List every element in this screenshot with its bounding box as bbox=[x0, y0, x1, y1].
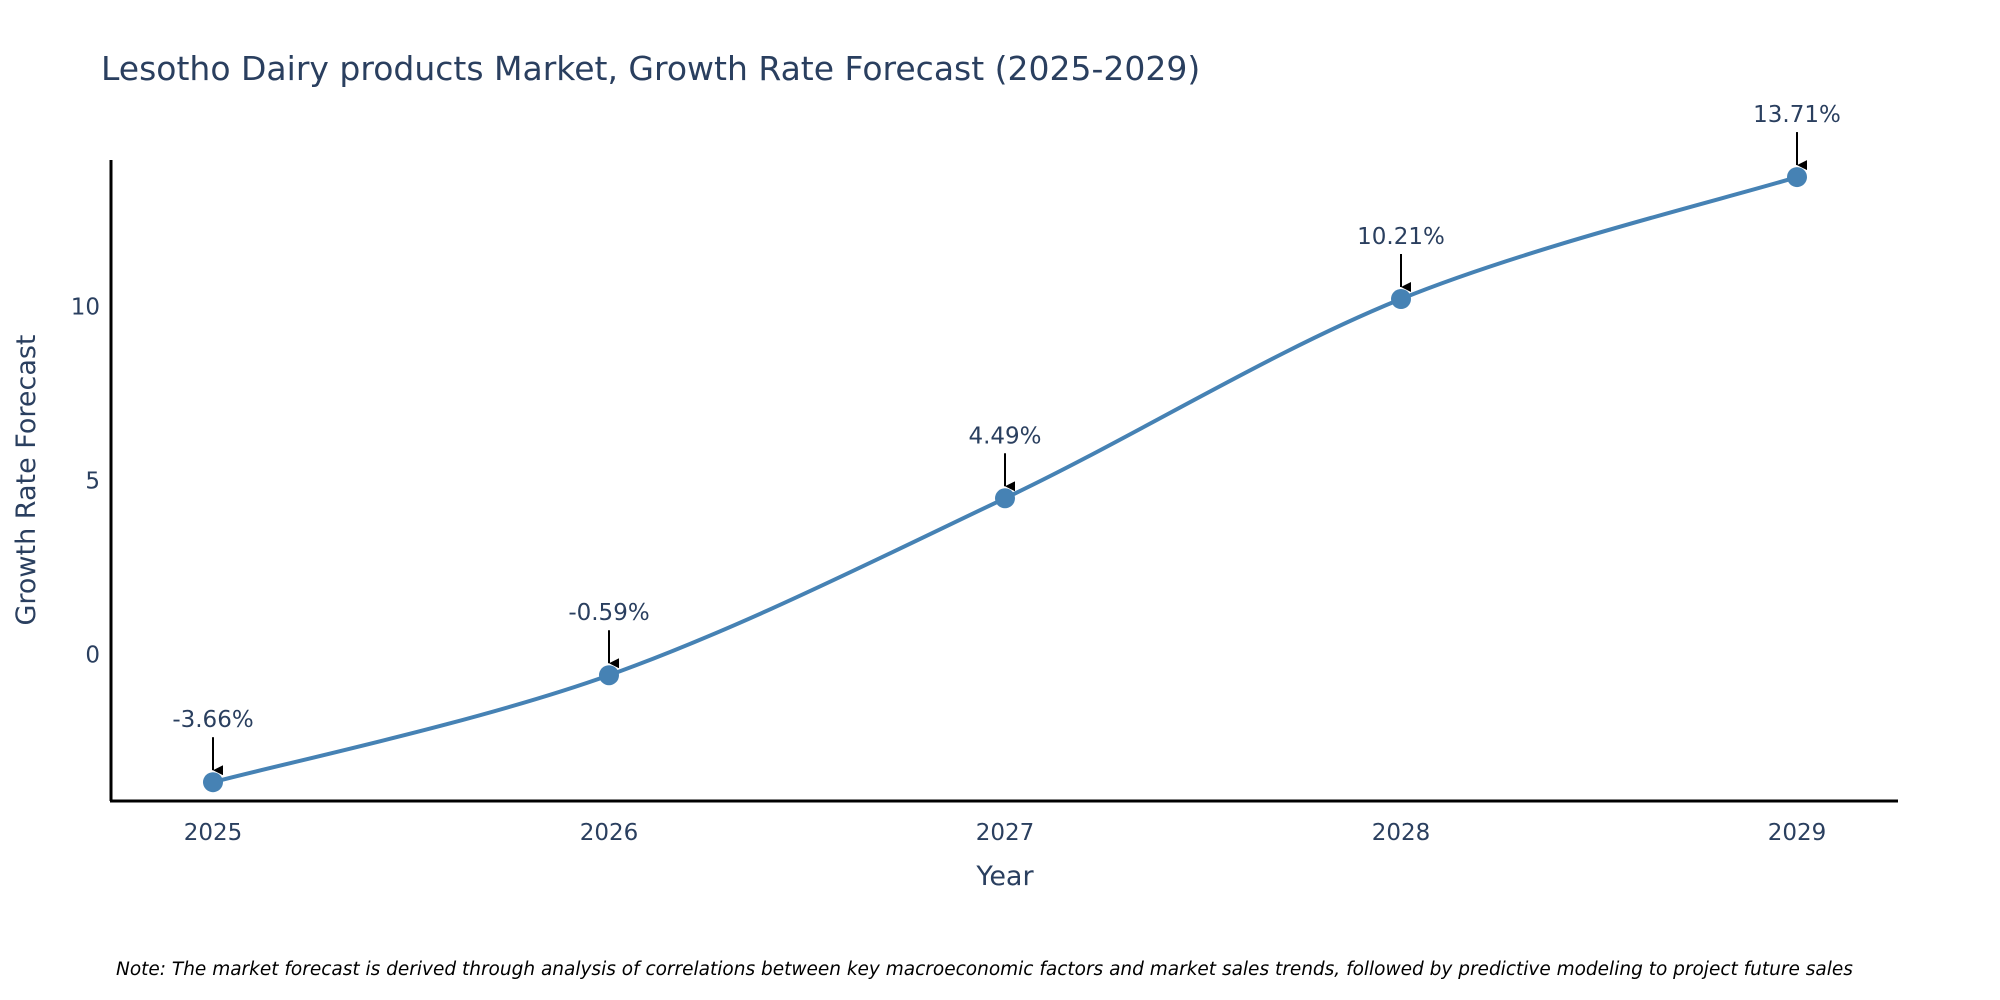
x-tick-label: 2028 bbox=[1372, 820, 1431, 846]
footnote: Note: The market forecast is derived thr… bbox=[116, 959, 1853, 980]
x-tick-label: 2027 bbox=[976, 820, 1035, 846]
data-point bbox=[1391, 288, 1411, 309]
y-axis-ticks: 0 5 10 bbox=[71, 294, 100, 668]
data-label: 10.21% bbox=[1357, 224, 1445, 250]
data-label: -0.59% bbox=[568, 600, 649, 626]
data-point bbox=[203, 772, 223, 793]
x-tick-label: 2026 bbox=[580, 820, 639, 846]
y-tick-label: 10 bbox=[71, 294, 100, 320]
chart-title: Lesotho Dairy products Market, Growth Ra… bbox=[101, 49, 1200, 88]
data-label: 13.71% bbox=[1753, 102, 1841, 128]
data-point bbox=[1787, 167, 1807, 188]
plot-area: -3.66% -0.59% 4.49% 10.21% 13.71% bbox=[172, 102, 1841, 793]
data-point bbox=[995, 488, 1015, 509]
y-tick-label: 5 bbox=[85, 469, 100, 495]
data-label: -3.66% bbox=[172, 707, 253, 733]
x-axis-ticks: 2025 2026 2027 2028 2029 bbox=[184, 820, 1827, 846]
y-tick-label: 0 bbox=[85, 643, 100, 669]
y-axis-title: Growth Rate Forecast bbox=[11, 334, 42, 625]
x-tick-label: 2025 bbox=[184, 820, 243, 846]
data-label: 4.49% bbox=[968, 423, 1041, 449]
data-point bbox=[599, 665, 619, 686]
x-axis-title: Year bbox=[975, 861, 1034, 892]
x-tick-label: 2029 bbox=[1768, 820, 1827, 846]
